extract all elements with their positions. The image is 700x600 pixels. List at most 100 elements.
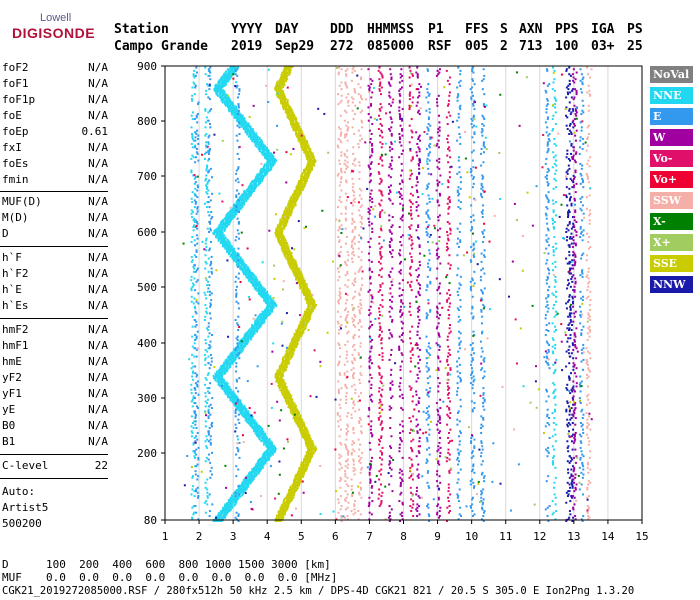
param-label: yF1 [2,387,22,400]
header-label-station: Station [114,22,169,37]
param-row: B0 N/A [2,418,108,434]
param-row: h`F2 N/A [2,266,108,282]
y-tick-label: 300 [137,392,157,405]
param-row: h`Es N/A [2,298,108,314]
file-info: CGK21_2019272085000.RSF / 280fx512h 50 k… [2,585,635,597]
param-row: fxI N/A [2,140,108,156]
legend-item-vo: Vo- [650,150,693,167]
header-value-day: Sep29 [275,39,315,54]
param-row: foE N/A [2,108,108,124]
param-label: yE [2,403,16,416]
logo-digisonde-text: DIGISONDE [12,25,96,41]
y-tick-label: 200 [137,447,157,460]
clevel-row: C-level 22 [2,458,108,474]
header-label-ddd: DDD [330,22,354,37]
legend-item-noval: NoVal [650,66,693,83]
header-value-axn: 713 [519,39,543,54]
param-label: hmF2 [2,323,29,336]
x-tick-label: 15 [635,530,648,543]
param-value: N/A [88,419,108,432]
param-row: foF1p N/A [2,92,108,108]
param-row: yF1 N/A [2,386,108,402]
header-label-s: S [500,22,508,37]
legend-item-vo: Vo+ [650,171,693,188]
param-value: N/A [88,267,108,280]
header-label-hhmmss: HHMMSS [367,22,414,37]
x-tick-label: 12 [533,530,546,543]
legend-item-w: W [650,129,693,146]
y-tick-label: 800 [137,115,157,128]
param-value: N/A [88,299,108,312]
header-value-yyyy: 2019 [231,39,263,54]
param-row: D N/A [2,226,108,242]
x-axis-ticks: 1 2 3 4 5 6 7 8 9 10 11 12 13 14 15 [162,520,649,543]
param-label: h`E [2,283,22,296]
x-tick-label: 3 [230,530,237,543]
header-value-ddd: 272 [330,39,354,54]
param-value: N/A [88,211,108,224]
param-row: foF2 N/A [2,60,108,76]
header-value-ps: 25 [627,39,643,54]
param-row: hmF2 N/A [2,322,108,338]
muf-values: 0.0 0.0 0.0 0.0 0.0 0.0 0.0 0.0 [MHz] [46,571,338,584]
param-row: h`F N/A [2,250,108,266]
param-label: hmE [2,355,22,368]
param-label: h`F2 [2,267,29,280]
param-value: N/A [88,61,108,74]
param-label: B1 [2,435,16,448]
param-label: M(D) [2,211,29,224]
header-label-iga: IGA [591,22,615,37]
param-row: yF2 N/A [2,370,108,386]
param-label: fxI [2,141,22,154]
y-tick-label: 900 [137,60,157,73]
header-value-p1: RSF [428,39,452,54]
x-tick-label: 9 [434,530,441,543]
param-value: N/A [88,173,108,186]
x-tick-label: 10 [465,530,478,543]
y-tick-label: 500 [137,281,157,294]
x-tick-label: 7 [366,530,373,543]
param-value: N/A [88,109,108,122]
divider [0,191,108,192]
autoscaling-info: Auto: Artist5 500200 [2,484,48,532]
auto-code: 500200 [2,517,42,530]
x-tick-label: 5 [298,530,305,543]
x-tick-label: 1 [162,530,169,543]
param-value: N/A [88,157,108,170]
x-tick-label: 8 [400,530,407,543]
header-label-pps: PPS [555,22,579,37]
header-label-ffs: FFS [465,22,489,37]
param-row: foEs N/A [2,156,108,172]
x-tick-label: 11 [499,530,512,543]
divider [0,246,108,247]
param-label: foE [2,109,22,122]
logo-lowell-text: Lowell [40,12,72,24]
param-row: foEp 0.61 [2,124,108,140]
x-tick-label: 14 [601,530,615,543]
header-label-p1: P1 [428,22,444,37]
y-axis-ticks: 900 800 700 600 500 400 300 200 80 [137,60,165,527]
param-label: foEp [2,125,29,138]
legend-item-x: X+ [650,234,693,251]
param-value: N/A [88,355,108,368]
param-label: fmin [2,173,29,186]
y-tick-label: 80 [144,514,157,527]
param-value: N/A [88,93,108,106]
param-value: N/A [88,251,108,264]
param-row: M(D) N/A [2,210,108,226]
param-row: B1 N/A [2,434,108,450]
auto-label: Auto: [2,485,36,498]
param-label: MUF(D) [2,195,42,208]
x-tick-label: 13 [567,530,580,543]
legend-item-ssw: SSW [650,192,693,209]
header-value-ffs: 005 [465,39,489,54]
y-tick-label: 400 [137,337,157,350]
header-label-ps: PS [627,22,643,37]
param-value: N/A [88,435,108,448]
param-value: N/A [88,195,108,208]
param-row: fmin N/A [2,172,108,188]
param-value: N/A [88,77,108,90]
ionogram-traces [182,66,593,522]
header-label-axn: AXN [519,22,543,37]
